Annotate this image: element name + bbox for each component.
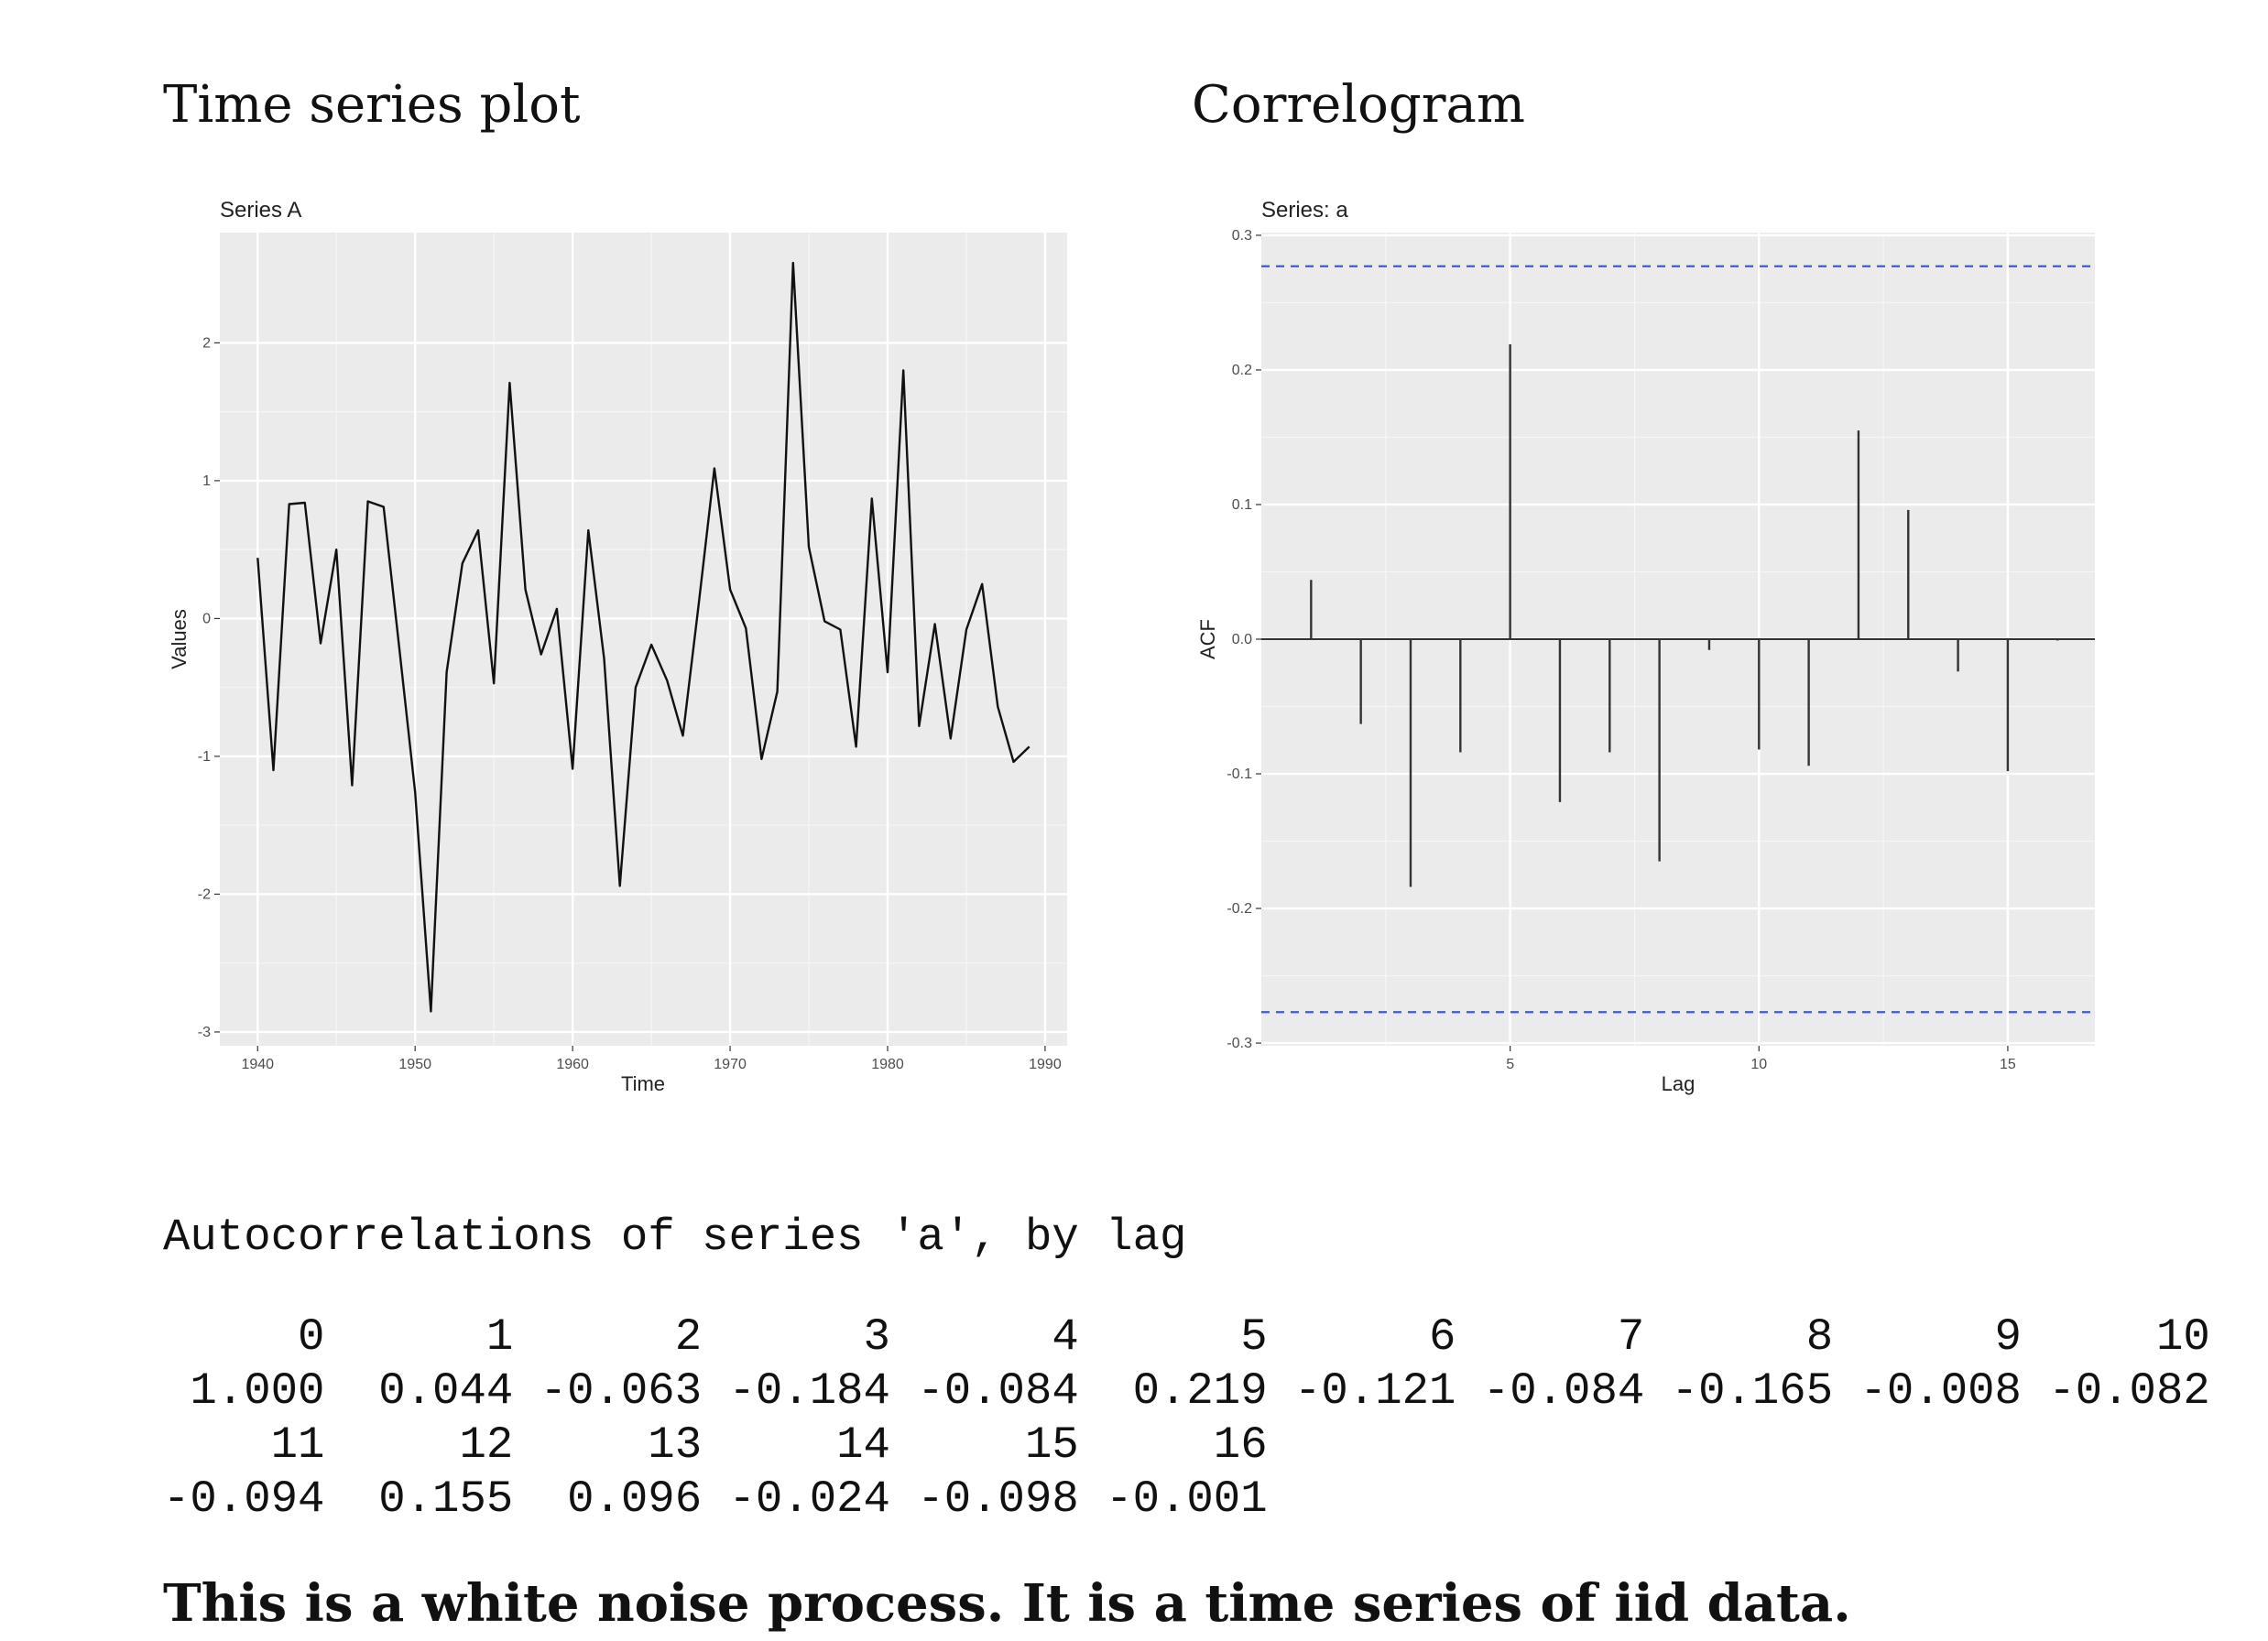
plot-panel: [220, 233, 1067, 1046]
y-tick-label: 0: [202, 611, 211, 626]
acf-mark-group: [1261, 265, 2095, 1014]
x-tick-label: 1980: [871, 1057, 904, 1072]
y-tick-label: 0.3: [1232, 228, 1252, 244]
correlogram-chart: Series: a 5 10 15-0.3-0.2-0.10.00.10.20.3 …: [1196, 198, 2095, 1095]
acf-output-row: 0 1 2 3 4 5 6 7 8 9 10: [163, 1311, 2210, 1363]
acf-output-title: Autocorrelations of series 'a', by lag: [163, 1212, 1187, 1263]
y-tick-label: 0.2: [1232, 363, 1252, 378]
x-tick-label: 1940: [241, 1057, 274, 1072]
minor-gridlines: [220, 233, 1067, 1046]
axis-ticks: 5 10 15 -0.3 -0.2 -0.1 0.0 0.1 0.2 0.3: [1227, 228, 2016, 1072]
series-line-group: [256, 261, 1030, 1013]
time-series-chart: Series A 1940 1950 1960 1970 1980 1990 -3 -2 -1 0…: [168, 198, 1067, 1095]
x-axis-label: Lag: [1662, 1072, 1696, 1095]
chart-title: Series A: [220, 198, 301, 223]
acf-output-row: -0.094 0.155 0.096 -0.024 -0.098 -0.001: [163, 1473, 1268, 1525]
axis-ticks: 1940 1950 1960 1970 1980 1990 -3 -2 -1 0 1 2: [198, 335, 1062, 1072]
y-tick-label: -1: [198, 749, 211, 765]
x-tick-label: 1950: [398, 1057, 431, 1072]
chart-title: Series: a: [1261, 198, 1348, 223]
x-tick-label: 1990: [1029, 1057, 1062, 1072]
series-line: [256, 261, 1030, 1013]
conclusion-text: This is a white noise process. It is a t…: [163, 1573, 1851, 1634]
x-tick-label: 5: [1506, 1057, 1514, 1072]
time-series-heading: Time series plot: [163, 75, 581, 135]
acf-output-row: 11 12 13 14 15 16: [163, 1419, 1268, 1471]
y-tick-label: 2: [202, 335, 211, 351]
x-tick-label: 10: [1750, 1057, 1767, 1072]
y-tick-label: 0.1: [1232, 497, 1252, 513]
y-axis-label: Values: [168, 609, 191, 669]
major-gridlines: [220, 233, 1067, 1046]
y-tick-label: -2: [198, 886, 211, 902]
correlogram-heading: Correlogram: [1192, 75, 1525, 135]
y-tick-label: 1: [202, 473, 211, 489]
x-tick-label: 1970: [714, 1057, 747, 1072]
x-tick-label: 1960: [556, 1057, 589, 1072]
y-tick-label: -3: [198, 1025, 211, 1040]
x-tick-label: 15: [2000, 1057, 2016, 1072]
x-axis-label: Time: [621, 1072, 665, 1095]
y-tick-label: -0.3: [1227, 1036, 1252, 1051]
y-tick-label: -0.2: [1227, 901, 1252, 917]
y-tick-label: 0.0: [1232, 632, 1252, 647]
y-axis-label: ACF: [1196, 619, 1219, 659]
acf-output-row: 1.000 0.044 -0.063 -0.184 -0.084 0.219 -…: [163, 1365, 2210, 1417]
y-tick-label: -0.1: [1227, 766, 1252, 782]
